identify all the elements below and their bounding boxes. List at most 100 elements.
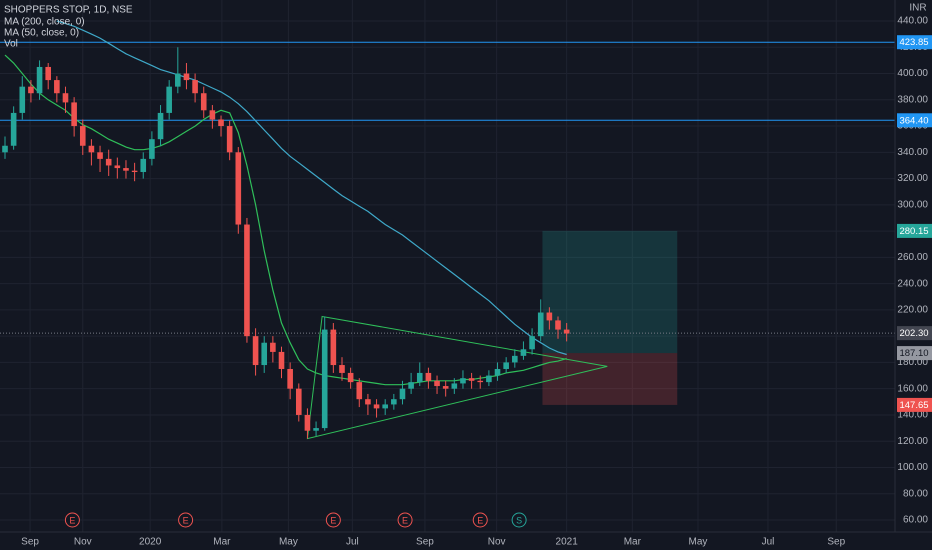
price-badge-label: 423.85 [899, 37, 928, 48]
price-badge-label: 202.30 [899, 328, 928, 339]
y-tick-label: 220.00 [897, 305, 928, 316]
price-badge [897, 223, 932, 238]
event-marker [325, 512, 341, 528]
candle-body [157, 112, 164, 140]
triangle-drawing [306, 315, 608, 440]
x-tick-label: Mar [213, 537, 231, 548]
chart-title: SHOPPERS STOP, 1D, NSE [4, 5, 133, 16]
candle-body [347, 372, 354, 383]
price-badge [897, 35, 932, 50]
price-badge-label: 147.65 [899, 400, 928, 411]
event-label: E [477, 515, 483, 525]
candle-body [175, 73, 181, 87]
candle-body [537, 312, 544, 337]
candle-body [54, 80, 60, 94]
x-tick-label: Nov [488, 537, 506, 548]
candle-body [131, 170, 138, 173]
candle-body [244, 224, 250, 337]
candle-body [183, 73, 190, 81]
event-marker [511, 512, 527, 528]
grid [0, 0, 895, 532]
candle-body [434, 380, 440, 387]
y-tick-label: 320.00 [897, 173, 928, 184]
candle-body [391, 399, 397, 405]
candle-body [105, 158, 112, 166]
indicator-label: MA (200, close, 0) [4, 17, 85, 28]
candle-body [313, 428, 319, 431]
candle-body [235, 152, 242, 225]
candle-body [200, 93, 207, 111]
y-tick-label: 140.00 [897, 410, 928, 421]
candle-body [494, 368, 501, 376]
price-badge [897, 326, 932, 341]
candle-body [365, 399, 371, 405]
candle-body [339, 365, 345, 373]
y-tick-label: 340.00 [897, 147, 928, 158]
event-label: S [516, 515, 522, 525]
event-label: E [330, 515, 336, 525]
y-tick-label: 160.00 [897, 383, 928, 394]
candle-body [261, 342, 268, 366]
candle-body [442, 386, 449, 389]
indicator-label: MA (50, close, 0) [4, 28, 79, 39]
candle-body [503, 362, 509, 369]
y-tick-label: 300.00 [897, 199, 928, 210]
y-tick-label: 120.00 [897, 436, 928, 447]
candle-body [252, 336, 259, 366]
candle-body [416, 372, 423, 383]
candle-body [62, 93, 69, 103]
moving-average-line [56, 20, 567, 356]
candle-body [19, 86, 26, 113]
candle-body [71, 102, 77, 127]
price-badge [897, 346, 932, 361]
candle-body [295, 388, 302, 415]
candle-body [97, 152, 103, 159]
candle-body [512, 355, 518, 363]
y-tick-label: 440.00 [897, 16, 928, 27]
event-label: E [69, 515, 75, 525]
x-tick-label: Jul [762, 537, 775, 548]
candle-body [140, 158, 147, 173]
candle-body [45, 66, 52, 81]
event-marker [64, 512, 80, 528]
candle-body [79, 126, 86, 146]
candle-body [278, 351, 285, 369]
price-badge-label: 364.40 [899, 115, 928, 126]
candle-body [425, 372, 432, 381]
candle-body [10, 112, 17, 146]
x-tick-label: Sep [21, 537, 39, 548]
candle-body [123, 168, 129, 171]
candle-body [330, 329, 337, 366]
x-tick-label: 2021 [556, 537, 579, 548]
candle-body [88, 145, 95, 153]
y-tick-label: 60.00 [903, 515, 928, 526]
candle-body [28, 86, 34, 94]
x-tick-label: Nov [74, 537, 92, 548]
candle-body [477, 380, 484, 383]
x-tick-label: Jul [346, 537, 359, 548]
event-label: E [183, 515, 189, 525]
y-tick-label: 100.00 [897, 462, 928, 473]
y-tick-label: 240.00 [897, 278, 928, 289]
event-label: E [402, 515, 408, 525]
x-tick-label: Sep [827, 537, 845, 548]
candle-body [460, 378, 466, 384]
candle-body [373, 404, 380, 409]
candle-body [270, 342, 276, 352]
candle-body [36, 66, 43, 94]
loss-zone [542, 353, 678, 405]
x-tick-label: May [279, 537, 298, 548]
x-tick-label: May [689, 537, 708, 548]
candle-body [114, 165, 121, 169]
candle-body [2, 145, 8, 153]
y-tick-label: 260.00 [897, 252, 928, 263]
candle-body [192, 80, 198, 94]
candle-body [382, 404, 388, 409]
x-tick-label: Mar [624, 537, 642, 548]
event-marker [472, 512, 488, 528]
candle-body [468, 378, 475, 381]
candle-body [226, 126, 233, 153]
